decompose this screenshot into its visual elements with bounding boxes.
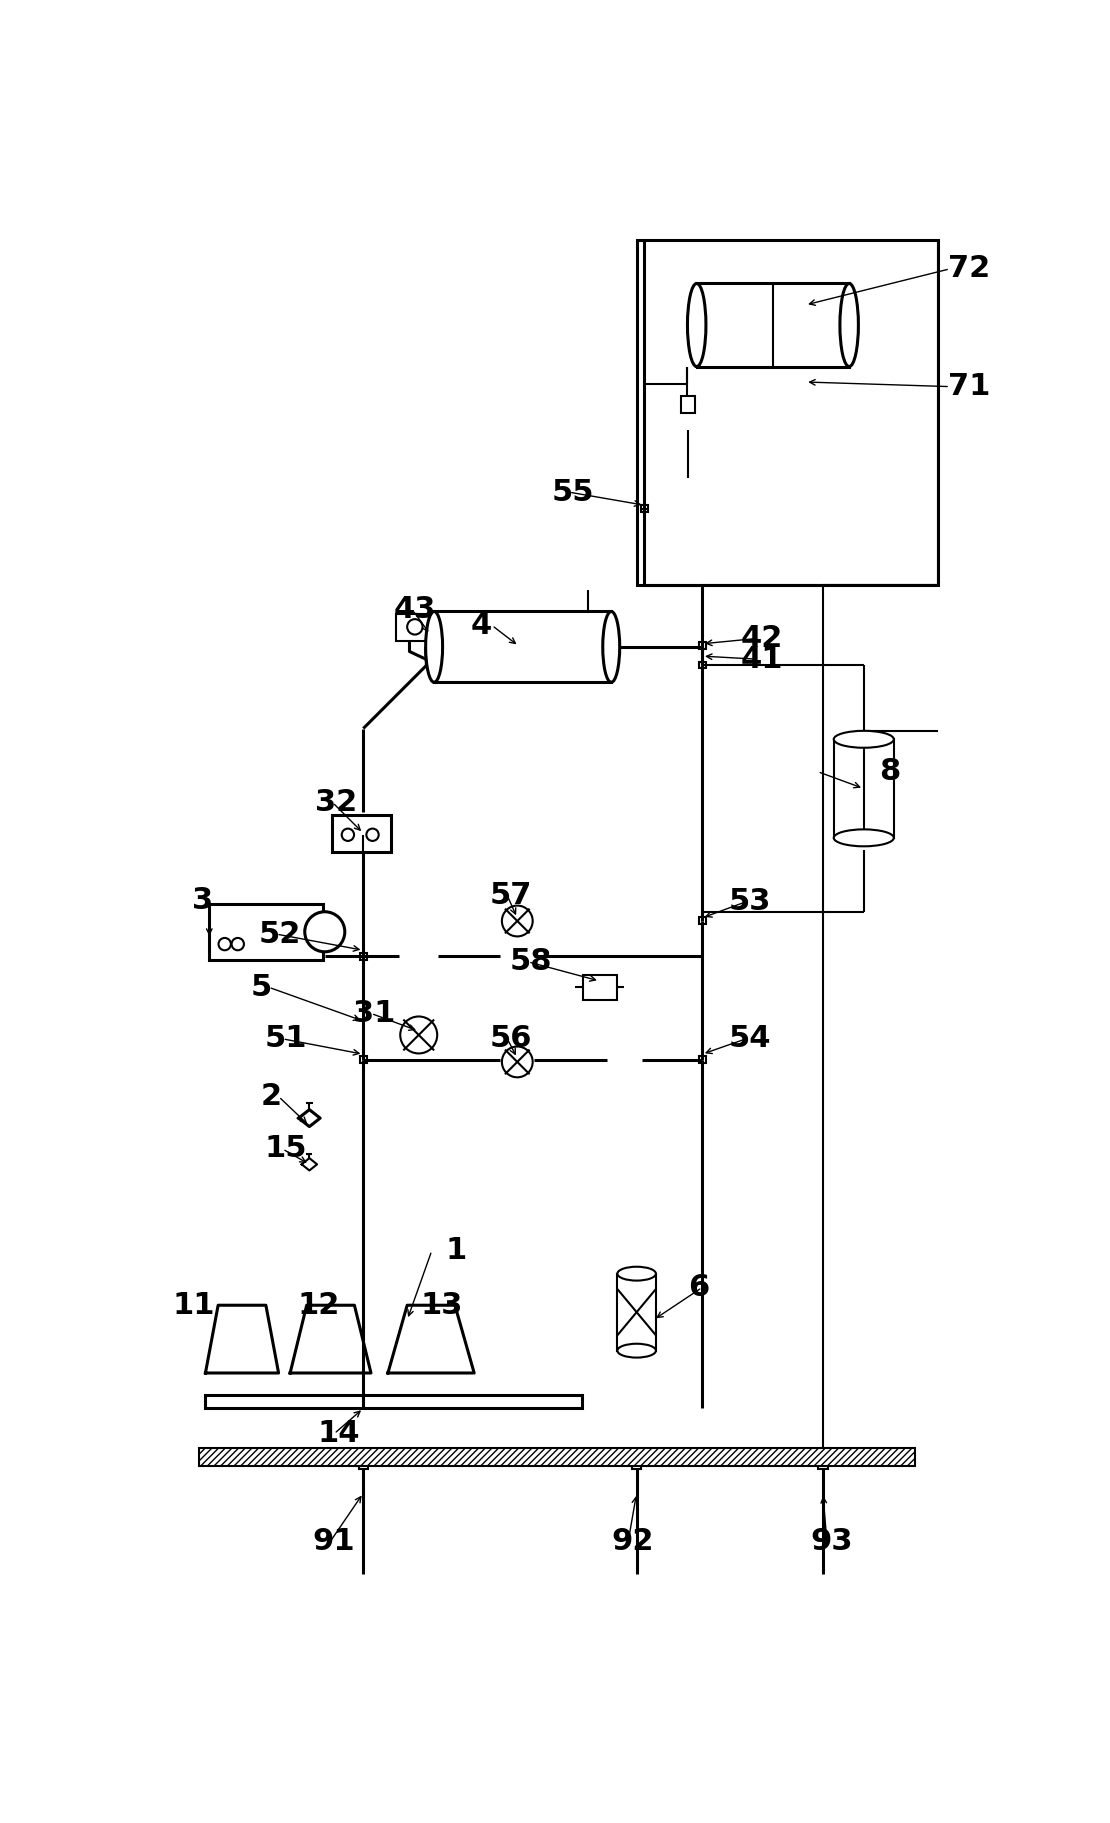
Text: 13: 13: [421, 1291, 463, 1320]
Bar: [210, 904, 323, 959]
Text: 3: 3: [192, 886, 213, 915]
Text: 54: 54: [728, 1025, 770, 1054]
Bar: [434, 611, 612, 682]
Text: 58: 58: [509, 948, 552, 977]
Bar: [818, 1458, 828, 1469]
Text: 5: 5: [251, 973, 272, 1001]
Text: 31: 31: [353, 999, 395, 1028]
Text: 72: 72: [948, 255, 991, 283]
Bar: [204, 1395, 582, 1409]
Bar: [632, 1458, 642, 1469]
Bar: [617, 1274, 656, 1351]
Bar: [699, 1056, 706, 1063]
Ellipse shape: [834, 731, 894, 747]
Text: 92: 92: [612, 1528, 654, 1557]
Ellipse shape: [603, 611, 619, 682]
Bar: [359, 1458, 367, 1469]
Bar: [629, 1451, 644, 1458]
Ellipse shape: [617, 1267, 656, 1280]
Bar: [834, 740, 894, 839]
Bar: [361, 953, 367, 959]
Circle shape: [342, 829, 354, 840]
Text: 41: 41: [740, 645, 783, 675]
Circle shape: [502, 1046, 533, 1077]
Text: 57: 57: [490, 881, 532, 910]
Bar: [637, 241, 938, 585]
Circle shape: [502, 906, 533, 937]
Bar: [356, 1451, 371, 1458]
Text: 12: 12: [297, 1291, 340, 1320]
Text: 42: 42: [740, 623, 783, 653]
Text: 52: 52: [259, 919, 301, 948]
Bar: [333, 815, 391, 851]
Bar: [697, 283, 849, 366]
Bar: [583, 975, 617, 999]
Bar: [816, 1451, 830, 1458]
Text: 56: 56: [490, 1025, 532, 1054]
Bar: [682, 396, 695, 412]
Circle shape: [407, 620, 423, 634]
Bar: [699, 642, 706, 649]
Bar: [699, 662, 706, 669]
Circle shape: [305, 912, 345, 952]
Text: 6: 6: [688, 1272, 709, 1302]
Text: 71: 71: [948, 372, 991, 401]
Text: 53: 53: [728, 888, 770, 917]
Text: 1: 1: [446, 1236, 467, 1265]
Text: 2: 2: [261, 1083, 282, 1110]
Text: 14: 14: [317, 1420, 360, 1447]
Circle shape: [232, 939, 244, 950]
Bar: [642, 505, 648, 512]
Bar: [699, 917, 706, 924]
Bar: [361, 1056, 367, 1063]
Text: 51: 51: [264, 1025, 307, 1054]
Circle shape: [401, 1017, 437, 1054]
Ellipse shape: [425, 611, 443, 682]
Bar: [200, 1447, 916, 1466]
Text: 93: 93: [810, 1528, 852, 1557]
Bar: [395, 614, 434, 640]
Text: 11: 11: [172, 1291, 215, 1320]
Ellipse shape: [617, 1344, 656, 1358]
Ellipse shape: [834, 829, 894, 846]
Ellipse shape: [840, 283, 858, 366]
Circle shape: [219, 939, 231, 950]
Text: 4: 4: [471, 611, 493, 640]
Ellipse shape: [687, 283, 706, 366]
Text: 15: 15: [264, 1134, 307, 1163]
Text: 32: 32: [315, 788, 357, 817]
Text: 43: 43: [394, 596, 436, 625]
Text: 8: 8: [879, 757, 900, 786]
Text: 55: 55: [552, 478, 595, 507]
Text: 91: 91: [313, 1528, 355, 1557]
Circle shape: [366, 829, 379, 840]
